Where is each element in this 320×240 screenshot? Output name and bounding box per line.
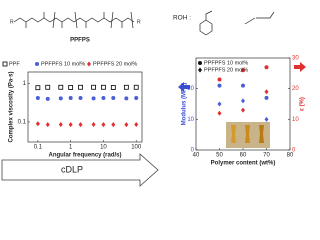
structure-label: PPFPS [70,38,90,44]
data-point [217,83,222,88]
x-axis-label: Angular frequency (rad/s) [48,153,121,159]
x-axis-label: Polymer content (wt%) [211,161,276,167]
legend-label: PPF [9,61,20,67]
y2-tick-label: 20 [292,86,299,92]
y2-axis-label: ε (%) [300,97,306,111]
x-tick-label: 70 [263,153,270,159]
y-tick-label: 0.1 [18,120,27,126]
structure-drawing: R R [10,10,275,36]
data-point [68,122,73,128]
data-point [133,84,139,90]
svg-text:R: R [137,19,141,25]
x-tick-label: 40 [193,153,200,159]
data-point [58,121,63,127]
svg-text:R: R [10,19,14,25]
x-tick-label: 60 [240,153,247,159]
y2-tick-label: 0 [292,148,296,154]
y-axis-label: Complex viscosity (Pa·s) [9,71,15,142]
x-tick-label: 50 [216,153,223,159]
legend-label: PPFPFS 20 mol% [93,61,137,67]
right-axis-arrow [294,62,306,72]
legend-marker [87,61,91,67]
x-tick-label: 80 [287,153,294,159]
figure: R R PPFPS ROH : cDLP 0.1 1 10 1000.11Angula… [1,10,306,187]
data-point [124,96,129,101]
plot-frame [27,71,143,143]
x-tick-label: 10 [100,145,107,151]
data-point [68,96,73,101]
data-point [123,84,129,90]
data-point [91,84,96,90]
data-point [110,85,116,90]
legend-label: PPFPFS 10 mol% [204,60,248,66]
data-point [58,96,63,101]
data-point [68,85,74,90]
data-point [45,122,50,128]
data-point [134,96,139,101]
data-point [101,122,106,128]
data-point [111,122,116,128]
legend-marker [198,67,202,73]
legend-marker [198,61,202,65]
data-point [134,121,139,127]
data-point [78,84,83,90]
y-tick-label: 0 [191,148,195,154]
data-point [217,101,222,107]
y-tick-label: 10 [187,117,194,123]
data-point [111,96,116,101]
data-point [217,77,222,82]
y2-tick-label: 10 [292,117,299,123]
left-axis-arrow [178,82,190,92]
x-tick-label: 0.1 [34,145,43,151]
x-tick-label: 1 [69,145,73,151]
data-point [101,96,106,101]
data-point [91,121,96,127]
data-point [35,85,41,91]
data-point [217,110,222,116]
legend-marker [2,61,8,67]
data-point [264,89,269,95]
data-point [91,96,96,101]
process-label: cDLP [61,164,83,174]
data-point [264,95,269,100]
data-point [241,83,245,88]
data-point [264,116,269,122]
data-point [101,84,106,90]
legend-marker [35,62,39,66]
legend-label: PPFPFS 10 mol% [41,61,85,67]
data-point [124,122,129,128]
data-point [45,96,50,101]
data-point [241,68,245,73]
process-arrow [1,153,159,187]
data-point [45,84,51,90]
y-tick-label: 20 [187,86,194,92]
data-point [264,65,269,70]
x-tick-label: 100 [131,145,142,151]
data-point [35,96,40,101]
data-point [35,121,40,127]
data-point [241,107,245,113]
y-axis-label: Modulus (MPa) [182,83,188,126]
legend-label: PPFPFS 20 mol% [204,67,248,73]
specimen-photo [226,122,270,148]
y-tick-label: 1 [23,81,27,87]
y2-tick-label: 30 [292,56,299,62]
data-point [58,84,64,90]
data-point [78,96,83,101]
data-point [241,98,245,104]
reagent-label: ROH : [173,15,191,22]
data-point [78,122,83,128]
